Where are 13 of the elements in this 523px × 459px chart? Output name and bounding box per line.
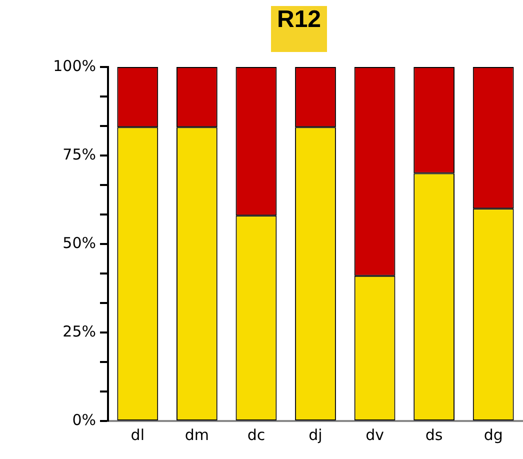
- y-tick-label: 0%: [72, 410, 96, 429]
- y-tick-label: 75%: [62, 145, 96, 164]
- y-tick-label: 100%: [53, 56, 96, 75]
- x-tick-label: dl: [130, 426, 144, 444]
- y-tick-label: 25%: [62, 322, 96, 340]
- x-tick-label: dc: [247, 426, 266, 444]
- x-tick-label: ds: [425, 426, 443, 444]
- chart-title: R12: [271, 6, 328, 52]
- x-tick-label: dj: [308, 426, 322, 444]
- x-tick-label: dm: [184, 426, 209, 444]
- x-tick-label: dg: [484, 426, 503, 444]
- y-tick-label: 50%: [62, 234, 96, 252]
- x-tick-label: dv: [366, 426, 384, 444]
